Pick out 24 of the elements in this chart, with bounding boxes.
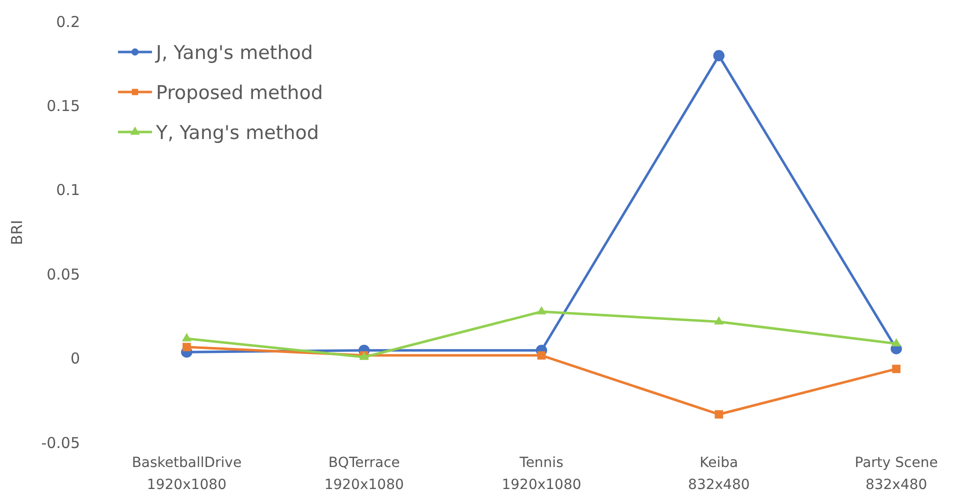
x-tick-label: BasketballDrive 1920x1080: [132, 455, 242, 493]
point: [182, 342, 191, 352]
point: [536, 306, 546, 314]
point: [891, 338, 902, 346]
y-axis-title: BRI: [8, 220, 26, 246]
x-tick-label: BQTerrace 1920x1080: [324, 455, 404, 493]
point: [714, 316, 724, 325]
point: [714, 410, 724, 419]
y-tick-label: 0.2: [56, 12, 80, 31]
y-tick-label: 0: [70, 350, 80, 368]
y-tick-label: 0.05: [46, 265, 80, 284]
y-tick-label: -0.05: [41, 434, 80, 452]
point: [537, 351, 546, 360]
x-tick-label: Tennis 1920x1080: [502, 455, 582, 493]
x-tick-label: Party Scene 832x480: [854, 455, 938, 493]
y-tick-label: 0.1: [56, 181, 80, 200]
legend-label: J, Yang's method: [155, 42, 313, 64]
point: [182, 333, 192, 342]
x-tick-label: Keiba 832x480: [688, 455, 750, 493]
point: [713, 50, 725, 62]
point: [892, 364, 900, 374]
y-tick-label: 0.15: [46, 97, 80, 115]
legend-label: Y, Yang's method: [155, 122, 319, 144]
legend-label: Proposed method: [156, 82, 323, 104]
